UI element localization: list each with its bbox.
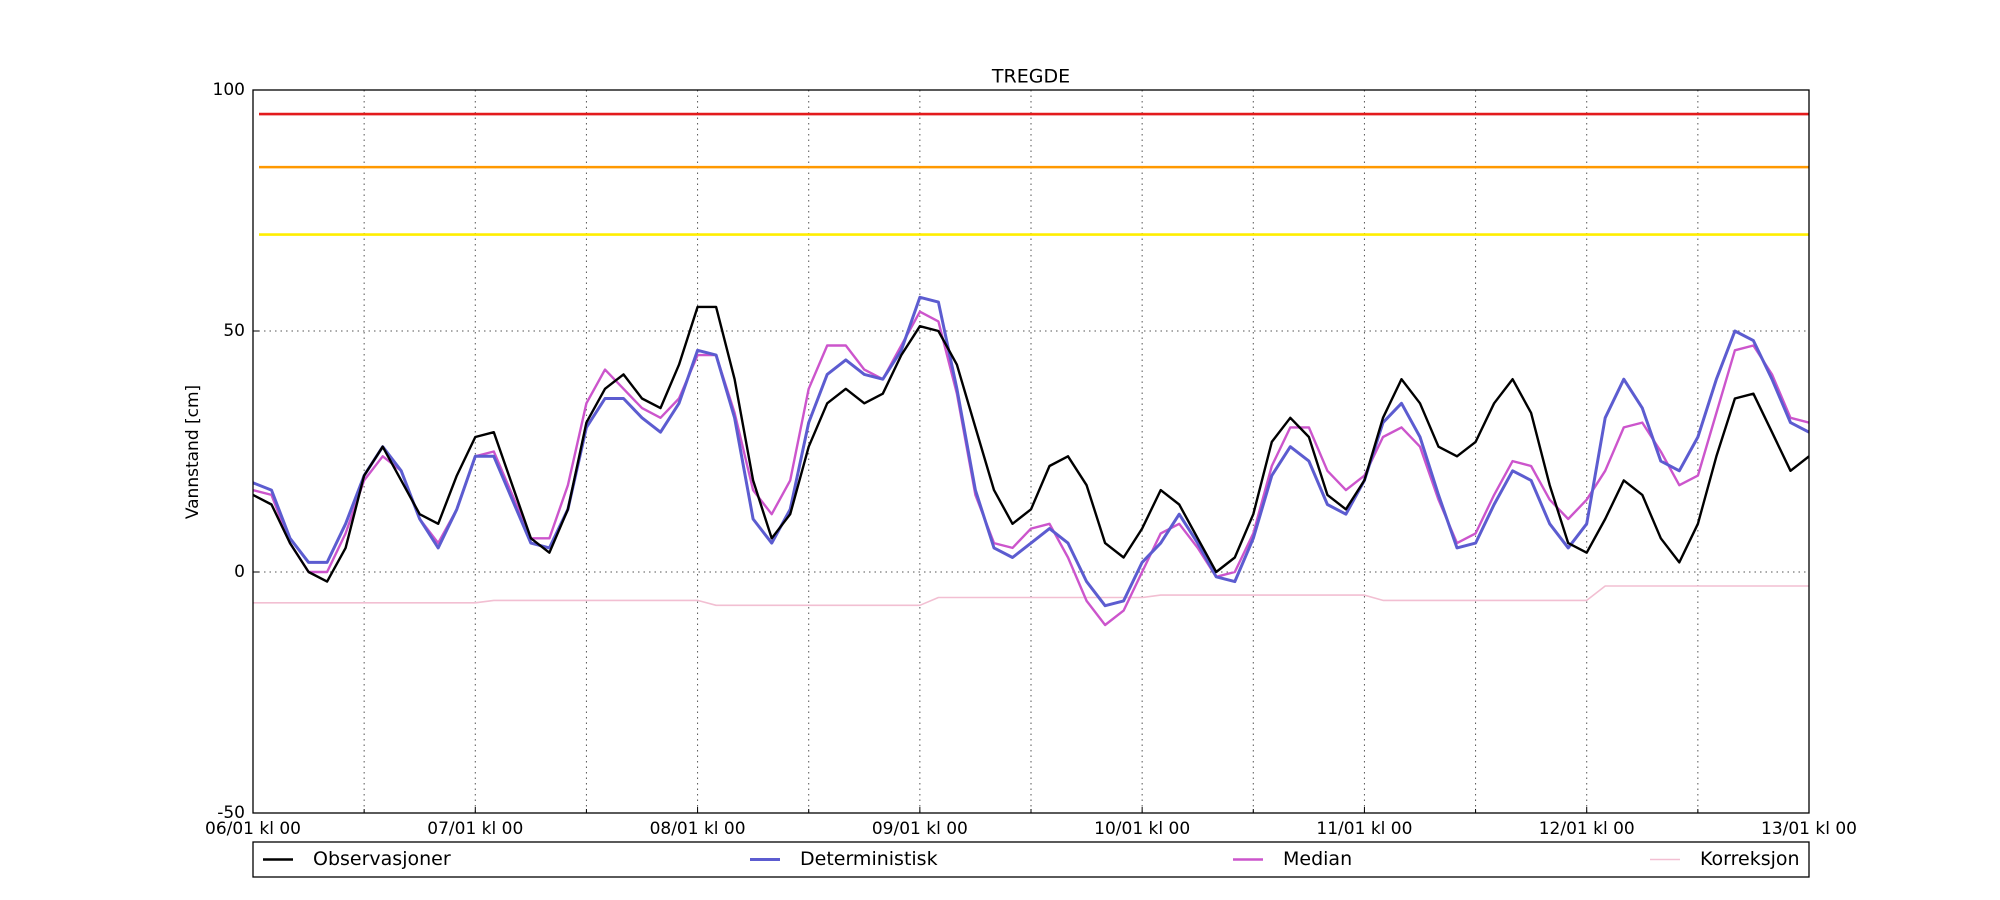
x-tick-label: 09/01 kl 00 bbox=[872, 819, 968, 839]
legend-label: Korreksjon bbox=[1700, 848, 1800, 870]
legend-label: Observasjoner bbox=[313, 848, 451, 870]
x-tick-label: 08/01 kl 00 bbox=[650, 819, 746, 839]
x-tick-label: 07/01 kl 00 bbox=[427, 819, 523, 839]
legend-label: Median bbox=[1283, 848, 1352, 870]
y-tick-label: 100 bbox=[213, 80, 245, 100]
plot-frame bbox=[252, 89, 1810, 814]
legend-box bbox=[252, 841, 1810, 878]
series-line bbox=[253, 295, 1809, 608]
x-tick-label: 12/01 kl 00 bbox=[1539, 819, 1635, 839]
y-tick-label: 0 bbox=[234, 562, 245, 582]
legend-label: Deterministisk bbox=[800, 848, 938, 870]
y-tick-label: 50 bbox=[223, 321, 245, 341]
y-axis-label: Vannstand [cm] bbox=[183, 385, 203, 519]
series-line bbox=[253, 305, 1809, 583]
x-tick-label: 13/01 kl 00 bbox=[1761, 819, 1857, 839]
x-tick-label: 10/01 kl 00 bbox=[1094, 819, 1190, 839]
x-tick-label: 06/01 kl 00 bbox=[205, 819, 301, 839]
y-tick-label: -50 bbox=[217, 803, 245, 823]
series-line bbox=[253, 585, 1809, 607]
series-line bbox=[253, 310, 1809, 627]
x-tick-label: 11/01 kl 00 bbox=[1316, 819, 1412, 839]
chart-title: TREGDE bbox=[991, 66, 1070, 88]
